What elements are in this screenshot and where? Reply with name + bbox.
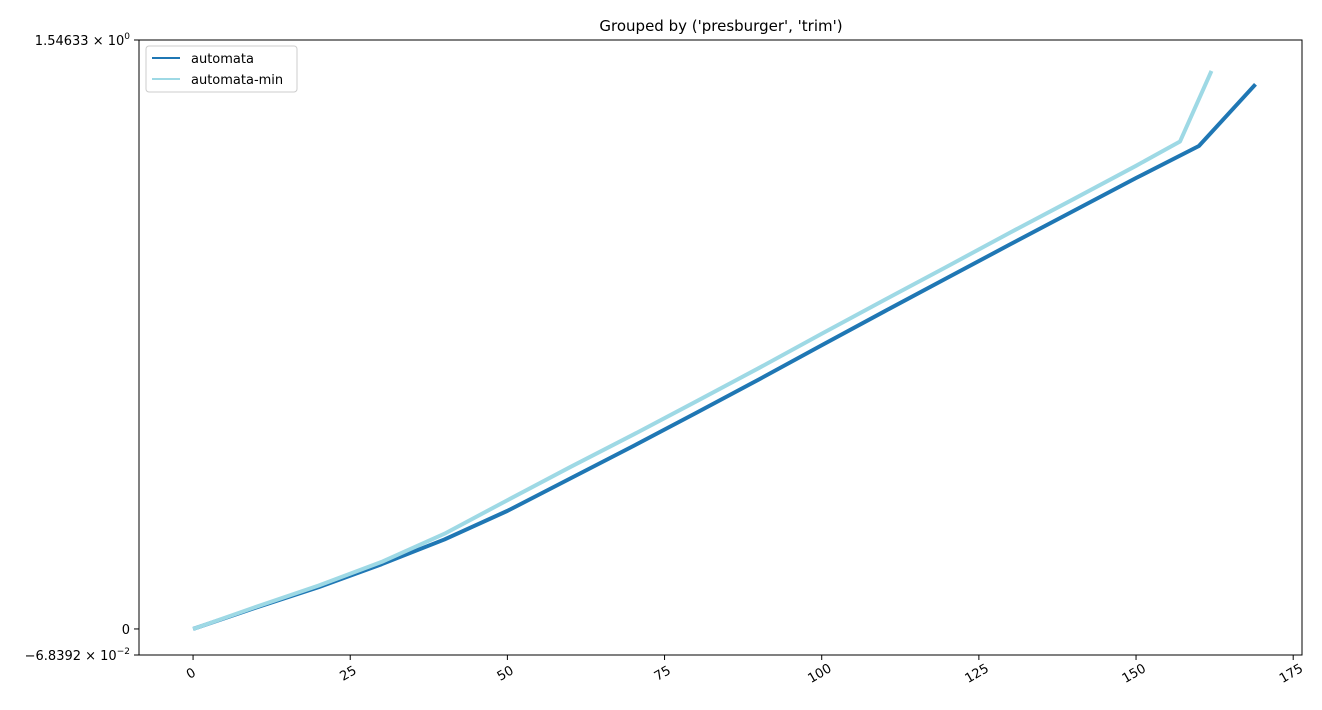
legend: automata automata-min: [145, 45, 298, 93]
x-tick-label: 50: [495, 663, 517, 684]
y-tick-label: 1.54633 × 100: [35, 32, 130, 49]
x-tick-label: 25: [338, 663, 360, 684]
legend-label: automata-min: [191, 73, 283, 88]
plot-frame: [138, 39, 1303, 656]
legend-label: automata: [191, 52, 254, 67]
y-tick-label: 0: [122, 623, 130, 638]
y-axis: 1.54633 × 100 0 −6.8392 × 10−2: [25, 32, 139, 664]
x-tick-label: 75: [652, 663, 674, 684]
series-layer: [192, 70, 1257, 631]
series-line-2: [192, 70, 1214, 631]
legend-box: [145, 45, 298, 93]
chart-title: Grouped by ('presburger', 'trim'): [599, 17, 842, 35]
series-line-1: [192, 82, 1257, 631]
y-tick-label: −6.8392 × 10−2: [25, 647, 130, 664]
